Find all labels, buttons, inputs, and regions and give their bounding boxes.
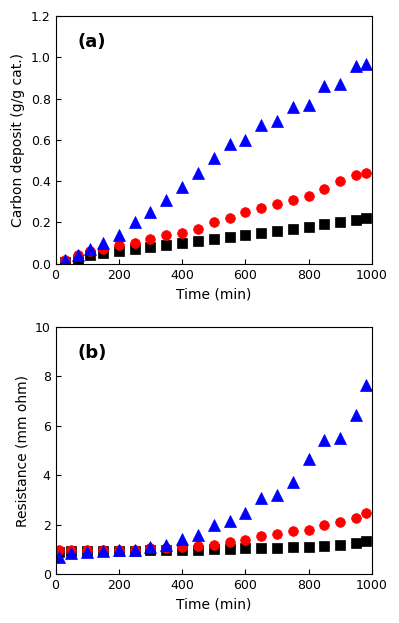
Text: (b): (b)	[78, 345, 107, 362]
Y-axis label: Carbon deposit (g/g cat.): Carbon deposit (g/g cat.)	[11, 53, 25, 227]
X-axis label: Time (min): Time (min)	[176, 598, 251, 612]
Y-axis label: Resistance (mm ohm): Resistance (mm ohm)	[15, 374, 29, 526]
X-axis label: Time (min): Time (min)	[176, 287, 251, 301]
Text: (a): (a)	[78, 34, 106, 52]
